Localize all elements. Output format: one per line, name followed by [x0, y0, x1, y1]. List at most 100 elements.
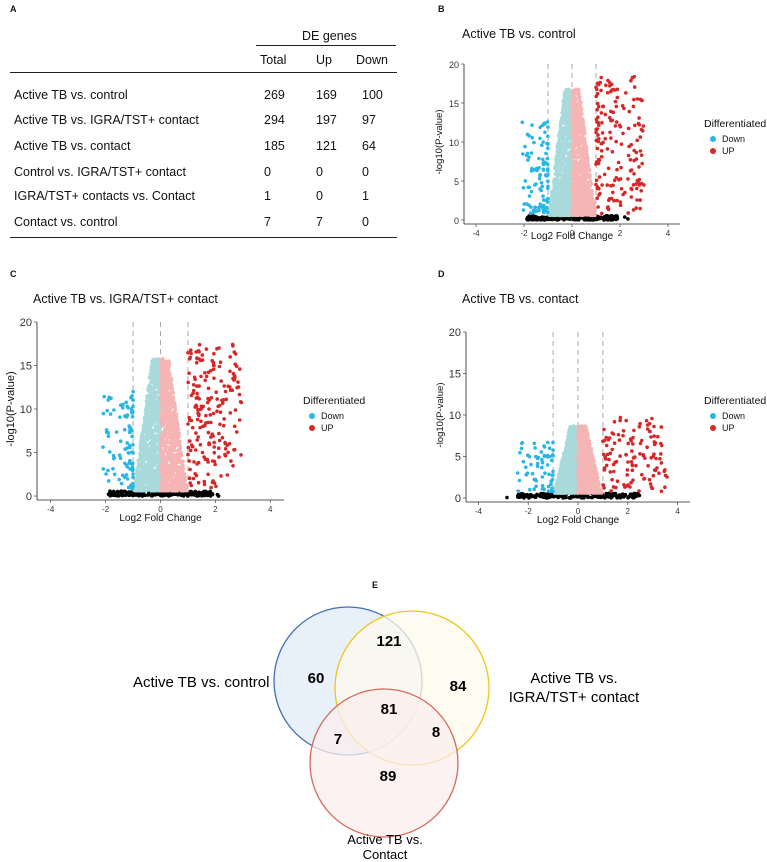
up-point — [200, 450, 205, 455]
down-light-point — [141, 469, 145, 474]
up-point — [623, 190, 627, 195]
up-point — [217, 403, 222, 408]
down-light-point — [150, 399, 155, 404]
up-light-point — [578, 169, 583, 173]
up-point — [639, 127, 644, 132]
up-light-point — [572, 148, 577, 153]
up-light-point — [580, 173, 584, 178]
up-point — [600, 183, 604, 187]
up-point — [639, 181, 644, 186]
down-light-point — [146, 432, 150, 437]
up-light-point — [579, 125, 584, 130]
down-light-point — [562, 98, 567, 102]
up-point — [222, 417, 226, 421]
up-point — [615, 167, 619, 172]
y-tick-label: 20 — [449, 60, 459, 70]
up-point — [596, 104, 601, 109]
up-light-point — [577, 112, 581, 116]
down-light-point — [153, 411, 158, 416]
up-light-point — [165, 463, 170, 468]
down-point — [523, 179, 528, 183]
ns-point — [527, 493, 531, 498]
up-point — [610, 150, 615, 154]
down-point — [106, 479, 111, 483]
up-light-point — [590, 188, 594, 193]
y-tick-label: 10 — [20, 404, 32, 416]
ns-point — [582, 496, 586, 500]
ns-point — [604, 491, 609, 496]
up-point — [596, 205, 600, 209]
up-light-point — [163, 465, 167, 470]
down-light-point — [560, 187, 564, 191]
table-cell-down: 100 — [362, 88, 383, 102]
down-point — [538, 125, 542, 130]
down-point — [119, 481, 124, 486]
ns-point — [196, 493, 201, 498]
down-light-point — [147, 474, 152, 479]
up-point — [637, 116, 641, 120]
up-light-point — [171, 469, 175, 474]
down-light-point — [146, 482, 150, 487]
table-row-label: Control vs. IGRA/TST+ contact — [14, 165, 186, 179]
down-light-point — [549, 201, 554, 206]
ns-point — [595, 494, 599, 499]
up-point — [615, 87, 620, 92]
up-point — [206, 370, 211, 375]
down-point — [126, 485, 131, 490]
up-light-point — [182, 481, 187, 486]
up-light-point — [574, 167, 578, 172]
ns-point — [192, 493, 196, 497]
up-point — [615, 198, 619, 203]
ns-point — [521, 494, 526, 499]
down-light-point — [144, 419, 148, 423]
table-cell-down: 97 — [362, 113, 376, 127]
volcano-d-title: Active TB vs. contact — [462, 292, 579, 306]
y-tick-label: 10 — [449, 410, 461, 422]
up-light-point — [570, 102, 574, 107]
down-point — [522, 202, 526, 206]
down-light-point — [558, 122, 563, 127]
table-cell-up: 169 — [316, 88, 337, 102]
up-point — [193, 472, 197, 476]
up-light-point — [582, 141, 587, 145]
up-light-point — [170, 442, 174, 447]
up-light-point — [158, 389, 163, 393]
up-light-point — [582, 151, 586, 155]
down-point — [527, 134, 531, 138]
up-point — [618, 203, 623, 207]
ns-point — [568, 496, 572, 500]
down-light-point — [147, 461, 152, 466]
up-point — [620, 104, 625, 108]
up-light-point — [571, 126, 576, 131]
y-tick-label: 0 — [455, 493, 461, 505]
up-point — [209, 485, 213, 490]
down-point — [124, 415, 129, 419]
down-point — [541, 198, 546, 202]
down-point — [521, 208, 526, 212]
up-light-point — [167, 440, 171, 445]
down-light-point — [152, 461, 156, 466]
ns-point — [146, 493, 150, 497]
down-point — [539, 180, 544, 185]
up-point — [212, 445, 216, 449]
up-light-point — [577, 183, 582, 187]
up-light-point — [579, 155, 583, 159]
up-point — [207, 407, 211, 411]
up-point — [231, 464, 235, 468]
down-light-point — [558, 197, 563, 202]
down-light-point — [562, 156, 567, 161]
up-light-point — [161, 443, 165, 448]
up-light-point — [174, 412, 179, 416]
up-light-point — [161, 434, 165, 439]
up-point — [632, 85, 637, 89]
down-light-point — [157, 428, 161, 432]
down-light-point — [137, 465, 142, 470]
up-point — [626, 211, 630, 215]
y-tick-label: 5 — [26, 448, 32, 460]
up-light-point — [160, 473, 165, 478]
up-light-point — [581, 121, 586, 125]
up-point — [195, 391, 199, 396]
up-point — [621, 131, 625, 136]
volcano-b-title: Active TB vs. control — [462, 27, 576, 41]
down-light-point — [150, 430, 154, 434]
